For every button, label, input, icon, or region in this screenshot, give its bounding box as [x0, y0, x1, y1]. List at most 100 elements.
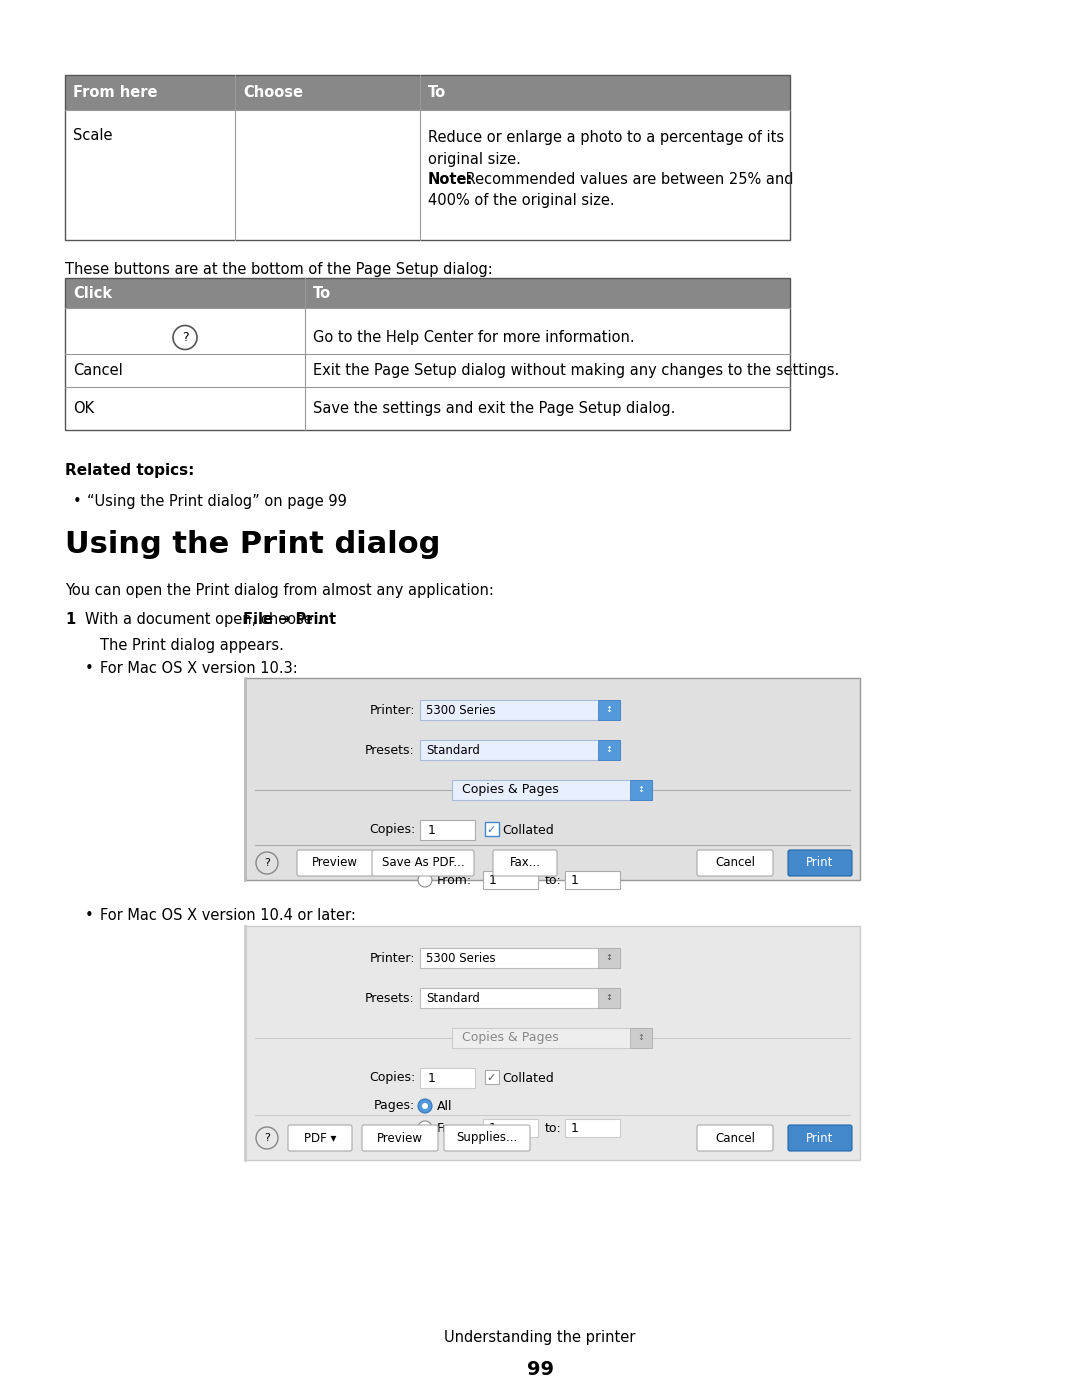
- Text: File → Print: File → Print: [243, 612, 337, 627]
- Bar: [453, 780, 652, 800]
- Bar: [598, 740, 620, 760]
- Text: From:: From:: [437, 873, 472, 887]
- Text: “Using the Print dialog” on page 99: “Using the Print dialog” on page 99: [87, 495, 347, 509]
- Text: Exit the Page Setup dialog without making any changes to the settings.: Exit the Page Setup dialog without makin…: [313, 363, 839, 379]
- Text: Copies:: Copies:: [368, 1071, 415, 1084]
- Text: From:: From:: [437, 1122, 472, 1134]
- Text: Click: Click: [73, 285, 112, 300]
- Text: ↕: ↕: [637, 1034, 645, 1042]
- Bar: [65, 75, 789, 110]
- Circle shape: [422, 1104, 428, 1109]
- Text: Copies & Pages: Copies & Pages: [462, 784, 558, 796]
- Text: Using the Print dialog: Using the Print dialog: [65, 529, 441, 559]
- Text: Collated: Collated: [502, 1071, 554, 1084]
- Circle shape: [418, 1120, 432, 1134]
- Text: original size.: original size.: [428, 152, 521, 168]
- Text: 1: 1: [489, 873, 497, 887]
- Text: ✓: ✓: [486, 826, 496, 835]
- Text: ?: ?: [265, 858, 270, 868]
- Bar: [485, 821, 499, 835]
- Circle shape: [418, 1099, 432, 1113]
- FancyBboxPatch shape: [372, 849, 474, 876]
- Text: Copies:: Copies:: [368, 823, 415, 837]
- Text: 5300 Series: 5300 Series: [426, 951, 496, 964]
- Text: ✓: ✓: [486, 1073, 496, 1083]
- Text: Supplies...: Supplies...: [457, 1132, 517, 1144]
- Text: Go to the Help Center for more information.: Go to the Help Center for more informati…: [313, 330, 635, 345]
- Text: ↕: ↕: [606, 954, 612, 963]
- Text: 1: 1: [65, 612, 76, 627]
- Text: Preview: Preview: [312, 856, 357, 869]
- Text: 400% of the original size.: 400% of the original size.: [428, 193, 615, 208]
- Bar: [565, 1119, 620, 1137]
- Bar: [630, 780, 652, 800]
- Text: Printer:: Printer:: [369, 704, 415, 717]
- Text: From here: From here: [73, 85, 158, 101]
- FancyBboxPatch shape: [444, 1125, 530, 1151]
- FancyBboxPatch shape: [788, 1125, 852, 1151]
- Bar: [420, 988, 620, 1009]
- Text: Copies & Pages: Copies & Pages: [462, 1031, 558, 1045]
- Bar: [420, 740, 620, 760]
- Text: Pages:: Pages:: [374, 852, 415, 865]
- Text: Presets:: Presets:: [365, 743, 415, 757]
- FancyBboxPatch shape: [697, 1125, 773, 1151]
- Text: Print: Print: [807, 856, 834, 869]
- Text: •: •: [85, 661, 94, 676]
- Bar: [65, 278, 789, 307]
- Bar: [420, 949, 620, 968]
- Bar: [65, 278, 789, 430]
- Text: Pages:: Pages:: [374, 1099, 415, 1112]
- Text: to:: to:: [545, 1122, 562, 1134]
- Text: 1: 1: [571, 873, 579, 887]
- Bar: [565, 870, 620, 888]
- Bar: [630, 1028, 652, 1048]
- Bar: [420, 700, 620, 719]
- Bar: [483, 870, 538, 888]
- Text: .: .: [316, 612, 321, 627]
- Text: These buttons are at the bottom of the Page Setup dialog:: These buttons are at the bottom of the P…: [65, 263, 492, 277]
- Text: 99: 99: [527, 1361, 554, 1379]
- Text: Choose: Choose: [243, 85, 303, 101]
- Text: ?: ?: [265, 1133, 270, 1143]
- Bar: [598, 700, 620, 719]
- Bar: [65, 307, 789, 430]
- Text: All: All: [437, 852, 453, 865]
- Text: ↕: ↕: [606, 746, 612, 754]
- Text: To: To: [428, 85, 446, 101]
- Text: 5300 Series: 5300 Series: [426, 704, 496, 717]
- Text: Scale: Scale: [73, 129, 112, 142]
- Text: 1: 1: [428, 823, 436, 837]
- Text: Standard: Standard: [426, 992, 480, 1004]
- Text: to:: to:: [545, 873, 562, 887]
- Text: The Print dialog appears.: The Print dialog appears.: [100, 638, 284, 652]
- FancyBboxPatch shape: [362, 1125, 438, 1151]
- Text: Recommended values are between 25% and: Recommended values are between 25% and: [460, 172, 793, 187]
- Text: 1: 1: [428, 1071, 436, 1084]
- Bar: [420, 820, 475, 840]
- FancyBboxPatch shape: [697, 849, 773, 876]
- Circle shape: [418, 851, 432, 865]
- Bar: [245, 926, 860, 1160]
- Text: For Mac OS X version 10.3:: For Mac OS X version 10.3:: [100, 661, 298, 676]
- FancyBboxPatch shape: [288, 1125, 352, 1151]
- Circle shape: [418, 873, 432, 887]
- FancyBboxPatch shape: [492, 849, 557, 876]
- Circle shape: [422, 855, 428, 861]
- FancyBboxPatch shape: [788, 849, 852, 876]
- Text: Presets:: Presets:: [365, 992, 415, 1004]
- Text: •: •: [73, 495, 82, 509]
- Text: Print: Print: [807, 1132, 834, 1144]
- Text: PDF ▾: PDF ▾: [303, 1132, 336, 1144]
- Bar: [485, 1070, 499, 1084]
- Bar: [483, 1119, 538, 1137]
- Text: Standard: Standard: [426, 743, 480, 757]
- Bar: [420, 1067, 475, 1088]
- Text: ↕: ↕: [637, 785, 645, 795]
- Text: You can open the Print dialog from almost any application:: You can open the Print dialog from almos…: [65, 583, 494, 598]
- Text: Save As PDF...: Save As PDF...: [381, 856, 464, 869]
- Text: All: All: [437, 1099, 453, 1112]
- Text: ?: ?: [181, 331, 188, 344]
- Text: ↕: ↕: [606, 705, 612, 714]
- Text: Understanding the printer: Understanding the printer: [444, 1330, 636, 1345]
